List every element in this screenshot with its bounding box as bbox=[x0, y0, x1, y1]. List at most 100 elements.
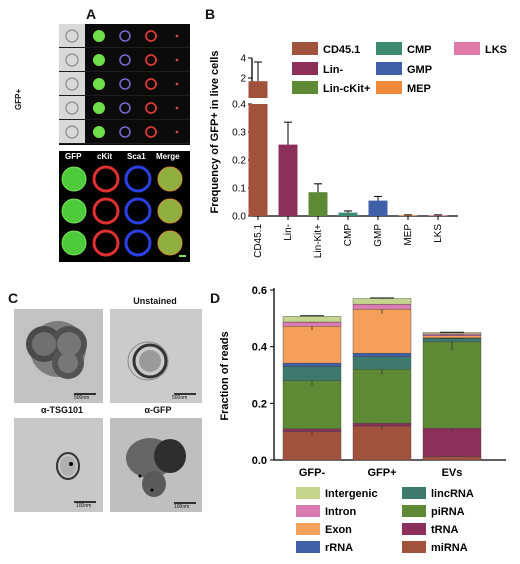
legend-swatch bbox=[296, 487, 320, 499]
dim-cell bbox=[175, 58, 179, 62]
legend-label: miRNA bbox=[431, 542, 468, 554]
stack-segment bbox=[352, 298, 412, 305]
legend-label: tRNA bbox=[431, 524, 459, 536]
confocal-cell bbox=[157, 230, 183, 256]
confocal-cell bbox=[124, 229, 152, 257]
flow-image-svg bbox=[59, 24, 190, 144]
stack-segment bbox=[352, 309, 412, 354]
sca1-cell bbox=[119, 102, 131, 114]
y-tick-label-upper: 4 bbox=[240, 54, 246, 65]
tsg101-label: α-TSG101 bbox=[40, 405, 84, 415]
dim-cell bbox=[175, 82, 179, 86]
bar bbox=[368, 200, 388, 216]
x-tick-label: EVs bbox=[442, 467, 463, 479]
unstained-label: Unstained bbox=[133, 296, 177, 306]
confocal-cell bbox=[157, 198, 183, 224]
gfp-cell bbox=[93, 102, 105, 114]
ckit-cell bbox=[145, 102, 157, 114]
x-tick-label: GFP- bbox=[299, 467, 326, 479]
legend-label: LKS bbox=[485, 44, 507, 56]
sca1-cell bbox=[119, 126, 131, 138]
y-tick-label: 0.0 bbox=[252, 455, 267, 467]
bar-upper bbox=[248, 81, 268, 98]
brightfield-tile bbox=[59, 72, 85, 95]
gfp-cell bbox=[93, 126, 105, 138]
legend-label: Exon bbox=[325, 524, 352, 536]
x-tick-label: CD45.1 bbox=[253, 224, 264, 258]
y-tick-label: 0.0 bbox=[232, 212, 246, 223]
legend-label: rRNA bbox=[325, 542, 353, 554]
confocal-cell bbox=[157, 166, 183, 192]
stack-segment bbox=[422, 341, 482, 429]
panel-letter-b: B bbox=[205, 6, 216, 22]
dim-cell bbox=[175, 130, 179, 134]
gfp-plus-label: GFP+ bbox=[14, 67, 23, 110]
legend-swatch bbox=[402, 487, 426, 499]
legend-swatch bbox=[376, 81, 402, 94]
legend-swatch bbox=[292, 62, 318, 75]
ckit-cell bbox=[145, 126, 157, 138]
bar bbox=[338, 212, 358, 216]
legend-label: MEP bbox=[407, 83, 431, 95]
stack-segment bbox=[352, 422, 412, 427]
stack-segment bbox=[282, 428, 342, 432]
confocal-svg bbox=[61, 165, 186, 257]
confocal-cell bbox=[61, 230, 87, 256]
em-svg-4 bbox=[126, 438, 196, 504]
legend-label: lincRNA bbox=[431, 488, 474, 500]
confocal-cell bbox=[92, 197, 120, 225]
legend-swatch bbox=[296, 505, 320, 517]
legend-label: GMP bbox=[407, 64, 432, 76]
legend-swatch bbox=[402, 505, 426, 517]
scalebar-label-4: 100nm bbox=[174, 504, 190, 510]
x-tick-label: Lin- bbox=[283, 224, 294, 241]
legend-swatch bbox=[376, 42, 402, 55]
dim-cell bbox=[175, 34, 179, 38]
sca1-cell bbox=[119, 54, 131, 66]
confocal-image-grid: GFP cKit Sca1 Merge bbox=[59, 151, 190, 262]
sca1-cell bbox=[119, 30, 131, 42]
em-image-gfp: 100nm bbox=[110, 418, 202, 512]
x-tick-label: LKS bbox=[433, 224, 444, 243]
brightfield-cell bbox=[65, 77, 79, 91]
gfp-plus-text: GFP+ bbox=[14, 88, 23, 110]
panel-letter-d: D bbox=[210, 290, 221, 306]
dim-cell bbox=[175, 106, 179, 110]
stack-segment bbox=[282, 431, 342, 461]
stack-segment bbox=[282, 380, 342, 430]
brightfield-cell bbox=[65, 125, 79, 139]
stack-segment bbox=[352, 303, 412, 310]
confocal-cell bbox=[124, 165, 152, 193]
brightfield-tile bbox=[59, 48, 85, 71]
brightfield-tile bbox=[59, 96, 85, 119]
scalebar-label-2: 500nm bbox=[172, 395, 188, 401]
stack-segment bbox=[282, 362, 342, 367]
chart-d: 0.0 0.2 0.4 0.6 Fraction of reads GFP- GFP+ EVs… bbox=[219, 285, 506, 554]
x-tick-label: GMP bbox=[373, 224, 384, 247]
y-tick-label: 0.4 bbox=[252, 342, 268, 354]
em-svg-3 bbox=[56, 452, 96, 503]
stack-segment bbox=[282, 316, 342, 323]
y-tick-label: 0.2 bbox=[252, 398, 267, 410]
gfp-cell bbox=[93, 78, 105, 90]
legend-swatch bbox=[296, 523, 320, 535]
legend-label: CD45.1 bbox=[323, 44, 360, 56]
brightfield-cell bbox=[65, 53, 79, 67]
y-tick-label: 0.4 bbox=[232, 100, 246, 111]
bar bbox=[308, 192, 328, 216]
stack-segment bbox=[352, 356, 412, 370]
bar-lower bbox=[248, 104, 268, 216]
channel-label-gfp: GFP bbox=[65, 152, 82, 161]
stack-segment bbox=[422, 456, 482, 461]
y-tick-label: 0.2 bbox=[232, 156, 246, 167]
bar bbox=[428, 215, 448, 217]
y-tick-label: 0.1 bbox=[232, 184, 246, 195]
legend-swatch bbox=[454, 42, 480, 55]
panel-letter-c: C bbox=[8, 290, 19, 306]
confocal-cell bbox=[92, 165, 120, 193]
legend-swatch bbox=[402, 541, 426, 553]
stack-segment bbox=[352, 352, 412, 357]
channel-label-ckit: cKit bbox=[97, 152, 113, 161]
chart-b: 0.0 0.1 0.2 0.3 0.4 2 4 Frequency of GFP+ in li… bbox=[209, 42, 507, 258]
gfp-cell bbox=[93, 54, 105, 66]
